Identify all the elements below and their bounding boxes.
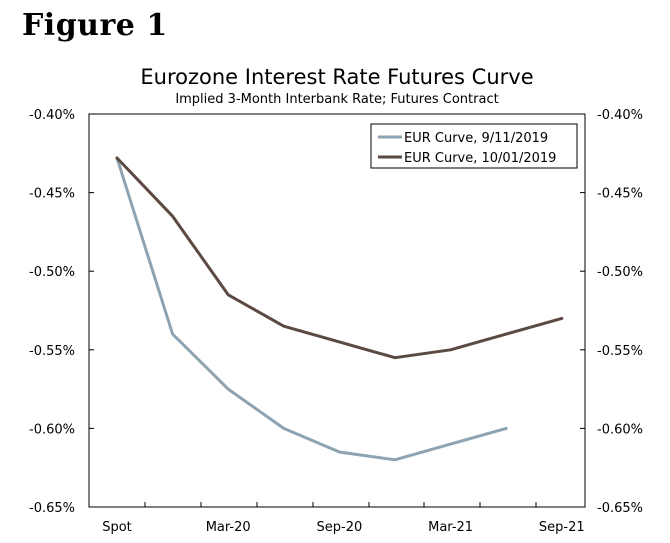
chart-subtitle: Implied 3-Month Interbank Rate; Futures … — [175, 92, 498, 107]
legend-box — [370, 123, 578, 169]
legend-label-2: EUR Curve, 10/01/2019 — [404, 151, 556, 166]
x-tick-label: Mar-21 — [428, 520, 473, 535]
x-tick-label: Spot — [102, 520, 132, 535]
legend-label-1: EUR Curve, 9/11/2019 — [404, 131, 548, 146]
x-tick-label: Mar-20 — [206, 520, 251, 535]
y-tick-label-left: -0.65% — [29, 501, 75, 516]
y-tick-label-left: -0.50% — [29, 265, 75, 280]
chart-title: Eurozone Interest Rate Futures Curve — [140, 65, 533, 89]
series-line-2 — [115, 156, 564, 360]
y-tick-label-right: -0.45% — [597, 187, 643, 202]
y-tick-label-right: -0.40% — [597, 108, 643, 123]
x-tick-label: Sep-21 — [539, 520, 585, 535]
legend: EUR Curve, 9/11/2019 EUR Curve, 10/01/201… — [370, 123, 578, 169]
y-tick-label-right: -0.55% — [597, 344, 643, 359]
y-tick-label-right: -0.65% — [597, 501, 643, 516]
series-line-1 — [115, 156, 508, 462]
y-tick-label-left: -0.55% — [29, 344, 75, 359]
x-tick-label: Sep-20 — [317, 520, 363, 535]
y-tick-label-left: -0.60% — [29, 422, 75, 437]
y-tick-label-right: -0.60% — [597, 422, 643, 437]
y-tick-label-left: -0.45% — [29, 187, 75, 202]
y-tick-label-right: -0.50% — [597, 265, 643, 280]
figure-label: Figure 1 — [22, 8, 168, 43]
y-tick-label-left: -0.40% — [29, 108, 75, 123]
plot-area — [88, 113, 586, 508]
